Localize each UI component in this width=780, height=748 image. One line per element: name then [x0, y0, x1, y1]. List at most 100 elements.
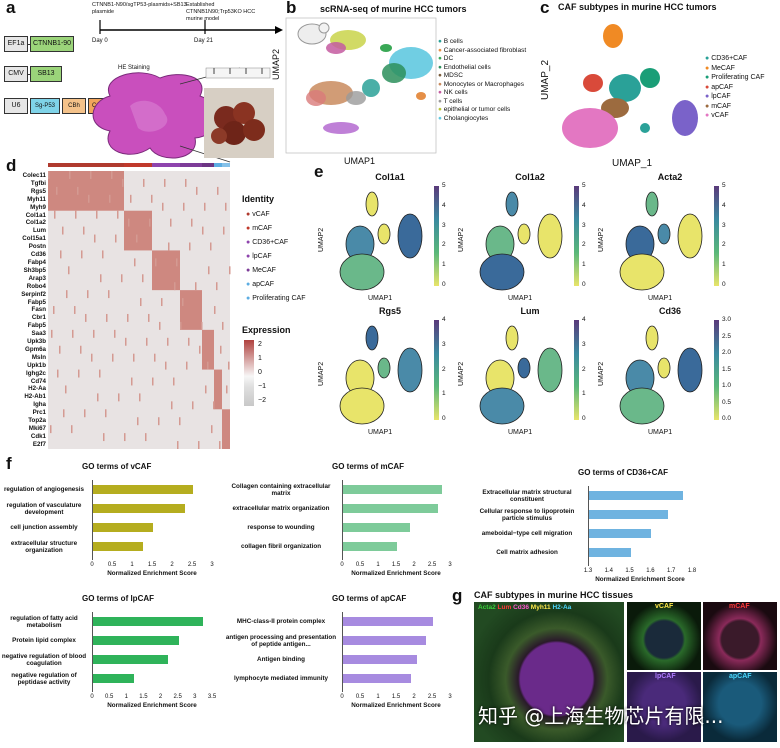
heatmap-cell	[198, 441, 200, 449]
heatmap-cell	[152, 377, 154, 386]
umap-b-title: scRNA-seq of murine HCC tumors	[320, 4, 467, 14]
heatmap-cell	[199, 345, 201, 354]
stain-cd36: Cd36	[513, 604, 529, 611]
heatmap-cell	[167, 337, 169, 346]
go-term-label: Cellular response to lipoprotein particl…	[470, 505, 584, 524]
he-staining-label: HE Staining	[118, 65, 150, 71]
promoter-box: CMV	[4, 66, 28, 82]
heatmap-cell	[188, 337, 190, 346]
heatmap-cell	[51, 329, 53, 338]
cell-cluster	[677, 347, 703, 393]
identity-name: apCAF	[252, 281, 274, 288]
heatmap-cell	[100, 274, 102, 283]
go-chart: GO terms of CD36+CAF Extracellular matrix…	[470, 468, 712, 588]
panel-label-f: f	[6, 454, 12, 473]
tick: 4	[582, 316, 586, 323]
heatmap-cell	[90, 171, 92, 179]
heatmap-cell	[85, 313, 87, 322]
heatmap-cell	[130, 194, 132, 203]
heatmap-cell	[180, 321, 182, 330]
feature-plot-xlabel: UMAP1	[368, 295, 393, 302]
legend-item: ● epithelial or tumor cells	[438, 106, 511, 113]
heatmap-cell	[84, 409, 86, 418]
identity-title: Identity	[242, 194, 275, 204]
heatmap-cell	[136, 234, 138, 243]
feature-plot-ylabel: UMAP2	[458, 361, 465, 386]
feature-plot-title: Col1a2	[515, 172, 545, 182]
gene-label: Col1a2	[25, 219, 46, 227]
gene-label: Myh9	[30, 203, 46, 211]
gene-label: Postn	[28, 243, 46, 251]
tick: 2.0	[722, 349, 732, 356]
gene-label: H2-Aa	[28, 385, 46, 393]
expression-colorbar	[244, 340, 254, 406]
go-term-label: negative regulation of peptidase activit…	[0, 669, 88, 688]
legend-item: ● mCAF	[705, 102, 732, 110]
heatmap-cell	[145, 433, 147, 442]
go-bar	[343, 674, 412, 683]
feature-plot-scatter	[339, 325, 423, 425]
go-term-text: Antigen binding	[257, 656, 305, 663]
feature-plot-ticks: 5 4 3 2 1 0	[722, 182, 726, 288]
heatmap-cell	[179, 417, 181, 426]
identity-dot: ●	[246, 253, 253, 260]
heatmap-cell	[174, 282, 176, 291]
go-xtick: 1.5	[391, 562, 401, 568]
heatmap-cell	[220, 345, 222, 354]
gene-label: Saa3	[31, 330, 46, 338]
feature-plot: Rgs5 UMAP2 UMAP1 4 3 2 1 0	[318, 306, 470, 440]
tick: 3	[442, 221, 446, 229]
tick: 0	[442, 415, 446, 422]
gene-label: Arap3	[28, 274, 46, 282]
heatmap-block	[222, 409, 230, 449]
heatmap-cell	[81, 250, 83, 259]
tile-label: apCAF	[729, 673, 752, 680]
heatmap-cell	[222, 321, 224, 330]
go-xtick: 2	[170, 562, 174, 568]
legend-item: ● NK cells	[438, 89, 468, 96]
cell-cluster	[339, 253, 385, 291]
go-term-label: regulation of vasculature development	[0, 499, 88, 518]
feature-plot-scatter	[619, 191, 703, 291]
heatmap-cell	[91, 353, 93, 362]
cell-cluster	[397, 213, 423, 259]
heatmap-cell	[121, 274, 123, 283]
watermark: 知乎 @上海生物芯片有限...	[478, 704, 724, 728]
go-term-text: cell junction assembly	[10, 524, 78, 531]
gene-label: Fabp5	[27, 298, 46, 306]
go-chart-title: GO terms of CD36+CAF	[578, 468, 669, 477]
heatmap-cell	[111, 171, 113, 179]
heatmap-cell	[186, 361, 188, 370]
go-xtick: 3	[448, 694, 452, 700]
go-xtick: 1.4	[604, 568, 613, 574]
gene-label: Upk1b	[27, 361, 46, 369]
identity-item: ● apCAF	[246, 278, 326, 292]
heatmap-cell	[170, 218, 172, 227]
cell-cluster	[505, 191, 519, 217]
feature-plot: Cd36 UMAP2 UMAP1 3.0 2.5 2.0 1.5 1.0 0.5 0.0	[598, 306, 750, 440]
go-xtick: 1	[376, 562, 380, 568]
feature-plot: Lum UMAP2 UMAP1 4 3 2 1 0	[458, 306, 610, 440]
feature-plot-scatter	[479, 325, 563, 425]
heatmap-cell	[118, 393, 120, 402]
go-term-label: Collagen containing extracellular matrix	[224, 480, 338, 499]
heatmap-cell	[87, 290, 89, 299]
gene-label: Cd36	[30, 251, 46, 259]
umap-b-ylabel: UMAP2	[271, 48, 281, 80]
feature-plot-ticks: 3.0 2.5 2.0 1.5 1.0 0.5 0.0	[722, 316, 731, 422]
legend-item: ● T cells	[438, 97, 463, 105]
heatmap-cell	[223, 226, 225, 235]
heatmap-cell	[146, 337, 148, 346]
identity-dot: ●	[246, 211, 253, 218]
heatmap-cell	[94, 234, 96, 243]
heatmap-gene-labels: Colec11 Tgfbi Rgs5 Myh11 Myh9 Col1a1 Col1a2 Lum…	[4, 172, 46, 449]
gene-label: Cdk1	[30, 432, 46, 440]
heatmap-block	[202, 329, 214, 370]
go-xtick: 0	[90, 562, 94, 568]
gene-label: Myh11	[27, 195, 46, 203]
tick: 3.0	[722, 316, 732, 323]
go-term-label: negative regulation of blood coagulation	[0, 650, 88, 669]
feature-plot: Col1a1 UMAP2 UMAP1 5 4 3 2 1 0	[318, 172, 470, 306]
if-tile-lpcaf: lpCAF	[627, 672, 701, 742]
go-chart: GO terms of vCAF regulation of angiogenes…	[0, 462, 232, 582]
